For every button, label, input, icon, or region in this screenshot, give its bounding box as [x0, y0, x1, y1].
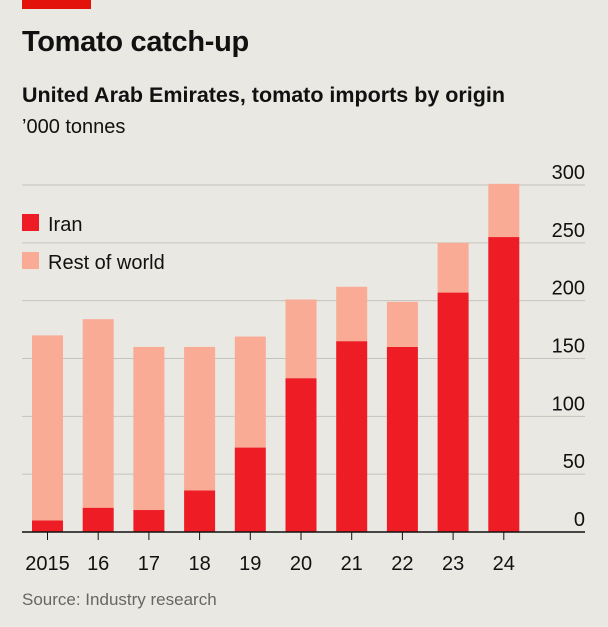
bar-rest-of-world [133, 346, 165, 511]
bar-iran [336, 341, 368, 532]
x-tick-label: 22 [391, 553, 413, 575]
bars [32, 183, 520, 533]
bar-iran [437, 292, 469, 532]
x-tick-label: 24 [493, 553, 515, 575]
bar-iran [184, 490, 216, 532]
bar-iran [234, 447, 266, 532]
y-tick-label: 150 [552, 336, 585, 358]
bar-rest-of-world [488, 183, 520, 238]
source-note: Source: Industry research [22, 590, 217, 609]
bar-iran [32, 520, 63, 532]
x-tick-label: 20 [290, 553, 312, 575]
x-tick-label: 19 [239, 553, 261, 575]
y-tick-label: 0 [574, 509, 585, 531]
legend-label-iran: Iran [48, 214, 82, 236]
y-tick-label: 50 [563, 451, 585, 473]
y-tick-label: 250 [552, 220, 585, 242]
bar-rest-of-world [336, 286, 368, 342]
y-tick-label: 300 [552, 162, 585, 184]
chart-title: Tomato catch-up [22, 26, 249, 58]
bar-iran [285, 378, 317, 532]
axes: 0 50 100 150 200 250 300 2015 16 17 18 19 20 21 22 23 24 [22, 162, 585, 575]
bar-rest-of-world [32, 335, 63, 521]
bar-rest-of-world [184, 346, 216, 491]
bar-rest-of-world [386, 301, 418, 347]
bar-iran [82, 507, 114, 532]
x-tick-label: 18 [188, 553, 210, 575]
unit-label: ’000 tonnes [22, 116, 126, 138]
legend-label-rest-of-world: Rest of world [48, 252, 165, 274]
bar-rest-of-world [234, 336, 266, 448]
legend: Iran Rest of world [22, 214, 165, 274]
bar-iran [488, 237, 520, 533]
legend-swatch-rest-of-world [22, 252, 39, 269]
y-tick-label: 100 [552, 393, 585, 415]
x-tick-label: 21 [341, 553, 363, 575]
y-tick-label: 200 [552, 278, 585, 300]
stacked-bar-chart: Iran Rest of world 050100150200250300201… [22, 162, 585, 575]
bar-rest-of-world [437, 242, 469, 293]
bar-iran [386, 346, 418, 532]
x-tick-label: 2015 [25, 553, 70, 575]
brand-accent-bar [22, 0, 91, 9]
bar-rest-of-world [285, 299, 317, 379]
bar-rest-of-world [82, 319, 114, 508]
chart-subtitle: United Arab Emirates, tomato imports by … [22, 83, 506, 107]
x-tick-label: 23 [442, 553, 464, 575]
legend-swatch-iran [22, 214, 39, 231]
x-tick-label: 17 [138, 553, 160, 575]
x-tick-label: 16 [87, 553, 109, 575]
bar-iran [133, 510, 165, 532]
